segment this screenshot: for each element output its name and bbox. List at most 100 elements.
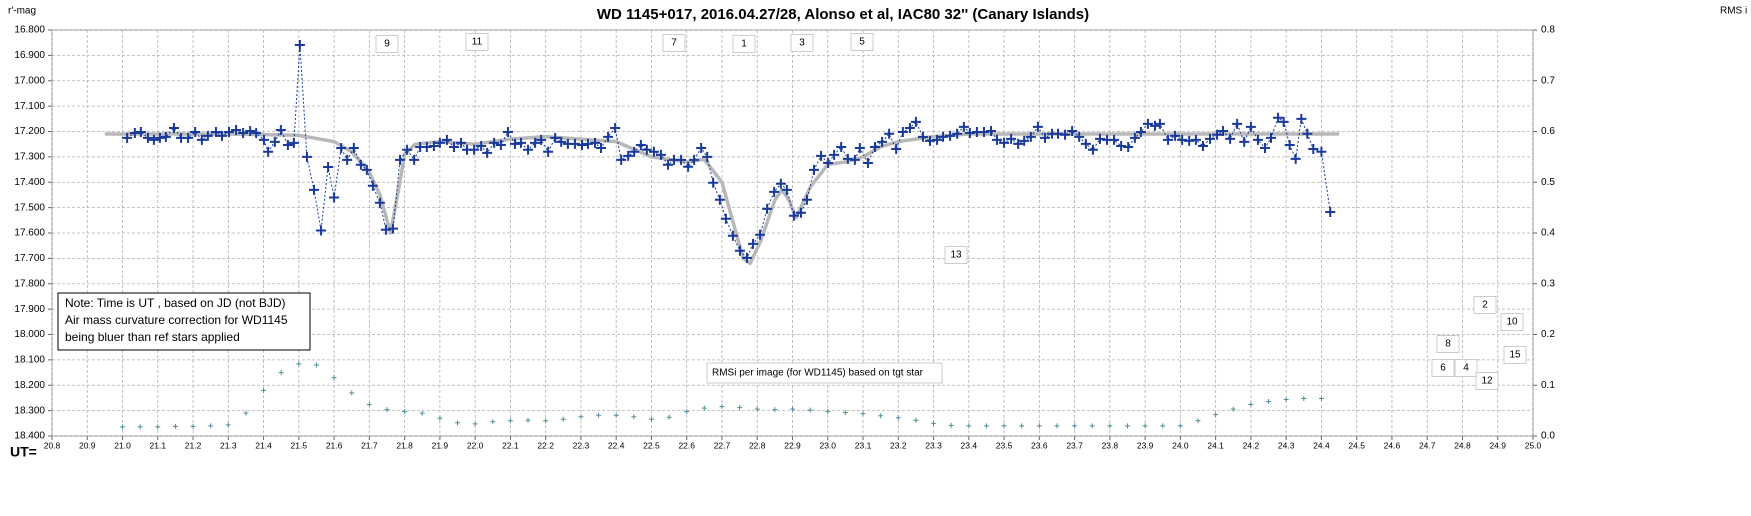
data-point [154,132,165,143]
data-point [925,135,936,146]
rms-point [983,423,989,429]
x-tick-label: 20.9 [79,440,96,450]
data-point [1284,139,1295,150]
rms-point [437,415,443,421]
data-point [714,194,725,205]
rms-point [1248,402,1254,408]
data-point [216,130,227,141]
x-tick-label: 23.9 [1137,440,1154,450]
data-point [329,192,340,203]
annotation-box [850,33,874,51]
data-point [160,131,171,142]
data-point [183,132,194,143]
data-point [556,136,567,147]
y-tick-label: 17.500 [14,202,45,213]
data-point [323,162,334,173]
rms-point [701,405,707,411]
rms-point [754,406,760,412]
data-point [1154,118,1165,129]
data-point [576,139,587,150]
data-point [495,139,506,150]
data-point [1116,140,1127,151]
data-point [958,121,969,132]
rms-point [790,406,795,412]
data-line [126,44,1331,259]
rms-point [578,414,584,420]
rms-point [225,422,231,428]
annotation-label: 4 [1463,363,1469,374]
x-tick-label: 24.0 [1172,440,1189,450]
x-tick-label: 24.7 [1419,440,1436,450]
data-point [288,137,299,148]
data-point [543,146,554,157]
data-point [395,154,406,165]
data-point [769,186,780,197]
y2-tick-label: 0.6 [1541,126,1555,137]
y-tick-label: 17.700 [14,253,45,264]
x-tick-label: 23.5 [996,440,1013,450]
x-tick-label: 24.4 [1313,440,1330,450]
data-point [210,127,221,138]
data-point [251,128,262,139]
rms-note: RMSi per image (for WD1145) based on tgt… [712,368,924,379]
data-point [1080,138,1091,149]
data-point [294,39,305,50]
x-tick-label: 21.5 [291,440,308,450]
data-point [904,122,915,133]
x-tick-label: 24.9 [1489,440,1506,450]
x-tick-label: 23.4 [961,440,978,450]
data-point [129,128,140,139]
data-point [238,128,249,139]
rms-point [631,414,637,420]
x-tick-label: 22.1 [502,440,519,450]
rms-point [1177,423,1183,429]
data-point [884,128,895,139]
annotation-box [465,33,489,51]
data-point [1205,133,1215,144]
data-point [978,127,989,138]
rms-point [455,420,461,426]
data-point [1163,134,1174,145]
data-point [361,164,372,175]
data-point [836,141,847,152]
data-point [1212,129,1223,140]
annotation-box [732,35,756,53]
rms-point [1001,423,1007,429]
y2-tick-label: 0.2 [1541,329,1555,340]
rms-point [1142,423,1148,429]
data-point [502,127,513,138]
data-point [829,149,840,160]
rms-point [402,409,408,415]
data-point [282,139,293,150]
data-point [1129,132,1140,143]
data-point [1260,142,1271,153]
data-point [1245,121,1256,132]
rms-point [208,423,214,429]
data-point [1225,133,1236,144]
data-point [964,128,975,139]
data-point [196,134,207,145]
x-tick-label: 22.2 [537,440,554,450]
annotation-box [1431,359,1455,377]
y2-tick-label: 0.8 [1541,25,1555,36]
rms-point [966,423,972,429]
rms-point [490,419,496,425]
data-point [910,116,921,127]
data-point [348,142,359,153]
y-tick-label: 18.200 [14,380,45,391]
x-tick-label: 21.0 [114,440,131,450]
data-point [190,127,201,138]
data-point [1094,133,1105,144]
note-line: being bluer than ref stars applied [65,330,240,344]
rms-point [296,361,302,367]
y-tick-label: 17.800 [14,278,45,289]
data-point [1109,134,1120,145]
data-point [734,245,745,256]
data-point [1142,118,1153,129]
annotation-label: 3 [799,38,805,49]
x-tick-label: 21.9 [432,440,449,450]
annotation-label: 9 [384,39,390,50]
y-tick-label: 16.900 [14,50,45,61]
y-tick-label: 17.000 [14,75,45,86]
